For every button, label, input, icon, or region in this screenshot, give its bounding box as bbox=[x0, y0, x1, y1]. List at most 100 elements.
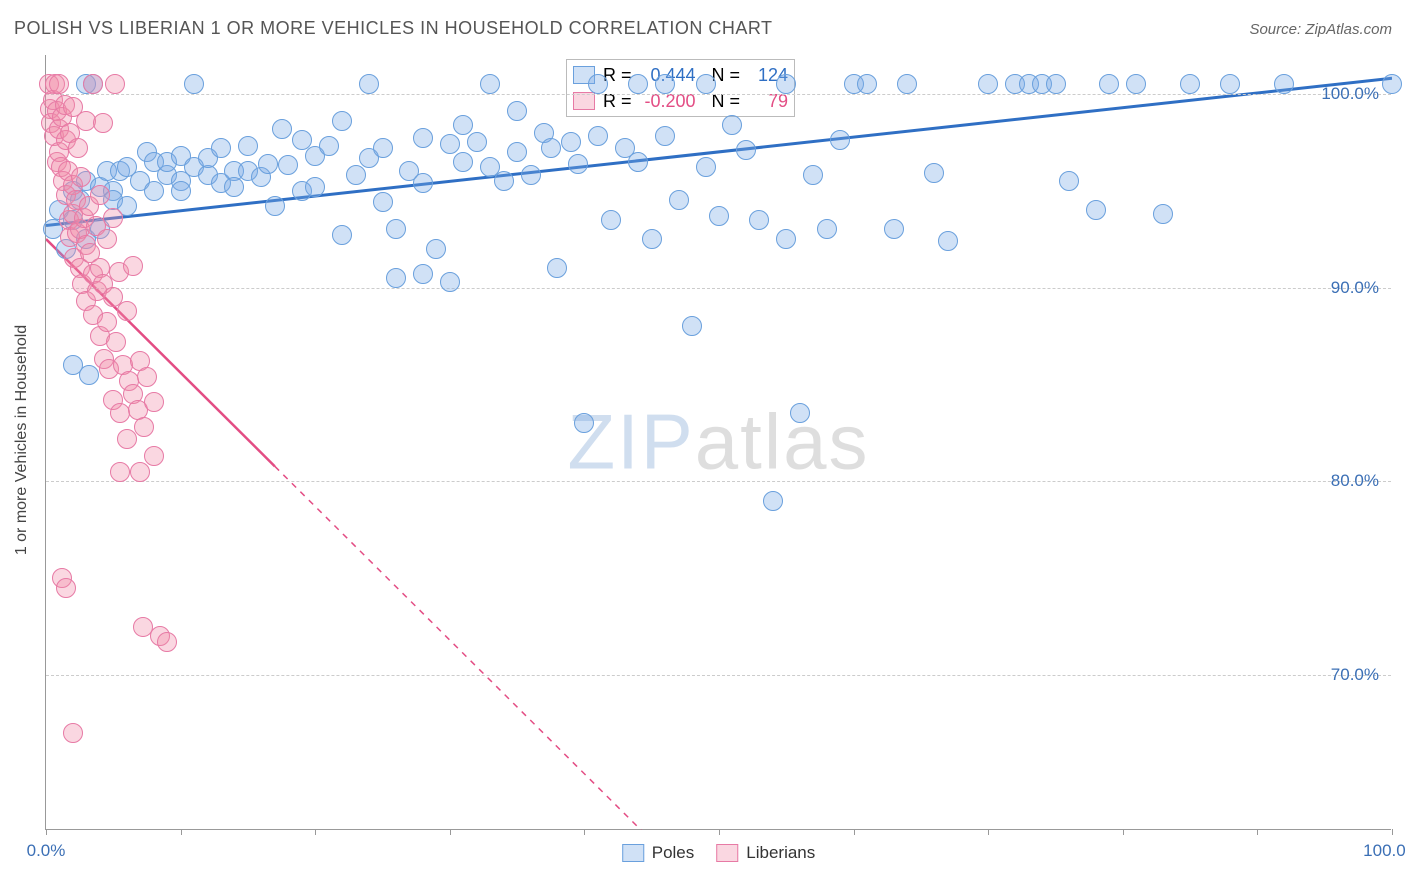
data-point bbox=[373, 192, 393, 212]
data-point bbox=[978, 74, 998, 94]
data-point bbox=[117, 429, 137, 449]
legend-label-liberians: Liberians bbox=[746, 843, 815, 863]
data-point bbox=[332, 225, 352, 245]
x-tick bbox=[315, 829, 316, 835]
data-point bbox=[709, 206, 729, 226]
gridline bbox=[46, 481, 1391, 482]
data-point bbox=[1046, 74, 1066, 94]
data-point bbox=[130, 462, 150, 482]
data-point bbox=[790, 403, 810, 423]
data-point bbox=[305, 177, 325, 197]
x-tick bbox=[1392, 829, 1393, 835]
data-point bbox=[736, 140, 756, 160]
data-point bbox=[588, 126, 608, 146]
data-point bbox=[278, 155, 298, 175]
data-point bbox=[332, 111, 352, 131]
x-tick-label: 0.0% bbox=[27, 841, 66, 861]
data-point bbox=[574, 413, 594, 433]
data-point bbox=[507, 101, 527, 121]
data-point bbox=[386, 219, 406, 239]
data-point bbox=[97, 229, 117, 249]
data-point bbox=[722, 115, 742, 135]
data-point bbox=[144, 446, 164, 466]
data-point bbox=[258, 154, 278, 174]
data-point bbox=[696, 157, 716, 177]
x-tick bbox=[181, 829, 182, 835]
data-point bbox=[144, 181, 164, 201]
data-point bbox=[884, 219, 904, 239]
data-point bbox=[480, 74, 500, 94]
swatch-poles bbox=[622, 844, 644, 862]
data-point bbox=[426, 239, 446, 259]
data-point bbox=[93, 113, 113, 133]
data-point bbox=[453, 152, 473, 172]
data-point bbox=[568, 154, 588, 174]
data-point bbox=[440, 272, 460, 292]
x-tick-label: 100.0% bbox=[1363, 841, 1406, 861]
data-point bbox=[373, 138, 393, 158]
data-point bbox=[1153, 204, 1173, 224]
data-point bbox=[272, 119, 292, 139]
source-attribution: Source: ZipAtlas.com bbox=[1249, 21, 1392, 38]
data-point bbox=[776, 229, 796, 249]
data-point bbox=[897, 74, 917, 94]
data-point bbox=[1059, 171, 1079, 191]
data-point bbox=[682, 316, 702, 336]
data-point bbox=[642, 229, 662, 249]
data-point bbox=[413, 173, 433, 193]
data-point bbox=[79, 365, 99, 385]
data-point bbox=[776, 74, 796, 94]
data-point bbox=[110, 462, 130, 482]
swatch-liberians bbox=[716, 844, 738, 862]
data-point bbox=[224, 177, 244, 197]
x-tick bbox=[719, 829, 720, 835]
watermark-zip: ZIP bbox=[567, 398, 694, 486]
data-point bbox=[106, 332, 126, 352]
y-axis-title: 1 or more Vehicles in Household bbox=[13, 325, 31, 555]
data-point bbox=[763, 491, 783, 511]
data-point bbox=[655, 74, 675, 94]
data-point bbox=[137, 367, 157, 387]
x-tick bbox=[1257, 829, 1258, 835]
scatter-plot-area: ZIPatlas R = 0.444 N = 124 R = -0.200 N … bbox=[45, 55, 1391, 830]
data-point bbox=[1382, 74, 1402, 94]
data-point bbox=[56, 578, 76, 598]
data-point bbox=[561, 132, 581, 152]
data-point bbox=[601, 210, 621, 230]
x-tick bbox=[988, 829, 989, 835]
data-point bbox=[628, 152, 648, 172]
data-point bbox=[211, 138, 231, 158]
data-point bbox=[319, 136, 339, 156]
data-point bbox=[83, 74, 103, 94]
legend-label-poles: Poles bbox=[652, 843, 695, 863]
data-point bbox=[938, 231, 958, 251]
data-point bbox=[1220, 74, 1240, 94]
watermark: ZIPatlas bbox=[567, 397, 869, 488]
n-label: N = bbox=[712, 65, 741, 86]
data-point bbox=[440, 134, 460, 154]
data-point bbox=[467, 132, 487, 152]
y-tick-label: 80.0% bbox=[1331, 471, 1379, 491]
data-point bbox=[1180, 74, 1200, 94]
data-point bbox=[507, 142, 527, 162]
data-point bbox=[588, 74, 608, 94]
data-point bbox=[144, 392, 164, 412]
y-tick-label: 90.0% bbox=[1331, 278, 1379, 298]
data-point bbox=[123, 256, 143, 276]
data-point bbox=[1086, 200, 1106, 220]
data-point bbox=[134, 417, 154, 437]
legend-item-liberians: Liberians bbox=[716, 843, 815, 863]
data-point bbox=[655, 126, 675, 146]
x-tick bbox=[450, 829, 451, 835]
data-point bbox=[521, 165, 541, 185]
data-point bbox=[803, 165, 823, 185]
data-point bbox=[749, 210, 769, 230]
data-point bbox=[924, 163, 944, 183]
data-point bbox=[359, 74, 379, 94]
data-point bbox=[238, 136, 258, 156]
data-point bbox=[1099, 74, 1119, 94]
data-point bbox=[1126, 74, 1146, 94]
data-point bbox=[386, 268, 406, 288]
data-point bbox=[857, 74, 877, 94]
data-point bbox=[105, 74, 125, 94]
